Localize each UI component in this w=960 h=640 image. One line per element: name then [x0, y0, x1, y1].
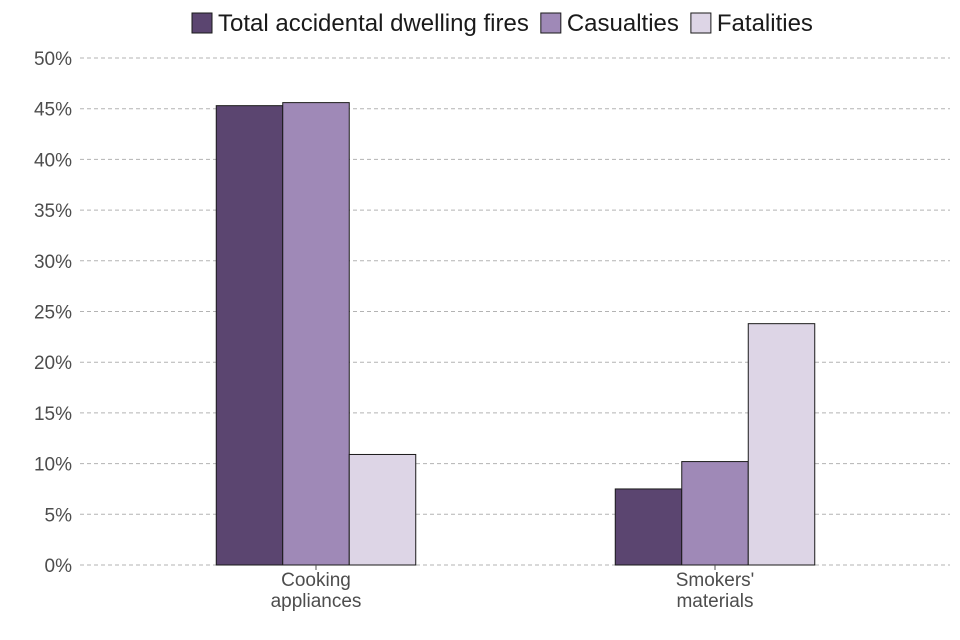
- y-axis: 0% 5% 10% 15% 20% 25% 30% 35% 40% 45% 50%: [34, 49, 72, 577]
- legend-item: Total accidental dwelling fires: [191, 10, 529, 37]
- x-tick-label: Cooking appliances: [271, 570, 362, 612]
- x-axis: Cooking appliances Smokers' materials: [271, 565, 755, 612]
- bars: [215, 102, 816, 566]
- y-tick-label: 15%: [34, 404, 72, 425]
- y-tick-label: 10%: [34, 455, 72, 476]
- y-tick-label: 35%: [34, 201, 72, 222]
- y-tick-label: 25%: [34, 303, 72, 324]
- bar-total: [614, 488, 683, 566]
- legend-item: Fatalities: [690, 10, 813, 37]
- legend-item: Casualties: [540, 10, 679, 37]
- y-tick-label: 0%: [45, 556, 73, 577]
- y-tick-label: 50%: [34, 49, 72, 70]
- x-tick-label: Smokers' materials: [676, 570, 755, 612]
- y-tick-label: 20%: [34, 353, 72, 374]
- legend-swatch: [690, 12, 712, 34]
- y-tick-label: 45%: [34, 100, 72, 121]
- bar-fatalities: [348, 453, 417, 566]
- legend-label: Casualties: [567, 10, 679, 37]
- gridlines: [80, 57, 950, 566]
- legend: Total accidental dwelling fires Casualtie…: [191, 10, 813, 37]
- bar-fatalities: [747, 323, 816, 566]
- y-tick-label: 30%: [34, 252, 72, 273]
- legend-label: Fatalities: [717, 10, 813, 37]
- bar-casualties: [681, 461, 749, 566]
- legend-swatch: [191, 12, 213, 34]
- y-tick-label: 40%: [34, 150, 72, 171]
- bar-total: [215, 105, 284, 566]
- legend-label: Total accidental dwelling fires: [218, 10, 529, 37]
- bar-casualties: [282, 102, 350, 566]
- legend-swatch: [540, 12, 562, 34]
- y-tick-label: 5%: [45, 505, 73, 526]
